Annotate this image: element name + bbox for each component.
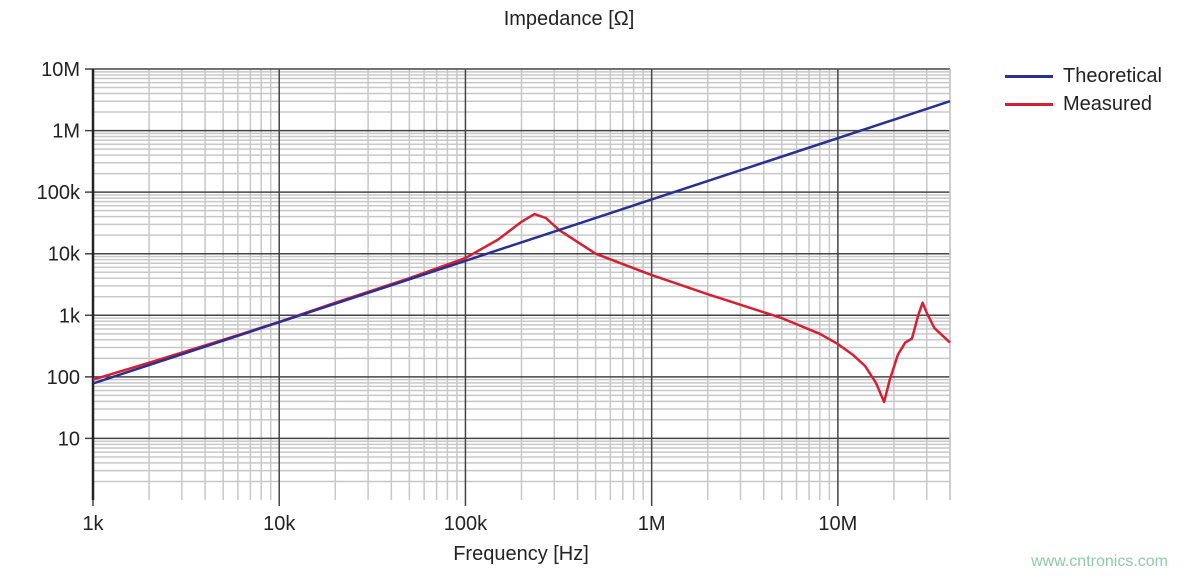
y-tick-label: 10 xyxy=(58,428,80,450)
x-tick-label: 100k xyxy=(444,513,488,535)
y-tick-label: 1k xyxy=(59,305,81,327)
x-tick-label: 10M xyxy=(818,513,857,535)
legend-item-measured: Measured xyxy=(1005,90,1162,118)
watermark: www.cntronics.com xyxy=(1031,553,1168,570)
chart-title: Impedance [Ω] xyxy=(503,8,635,30)
x-tick-label: 1k xyxy=(82,513,104,535)
legend-swatch xyxy=(1005,74,1053,78)
legend-item-theoretical: Theoretical xyxy=(1005,62,1162,90)
legend-label: Measured xyxy=(1063,92,1152,115)
series-line-theoretical xyxy=(92,100,951,385)
y-tick-label: 10M xyxy=(41,59,80,81)
legend-swatch xyxy=(1005,102,1053,106)
y-tick-label: 1M xyxy=(52,121,80,143)
x-tick-label: 1M xyxy=(638,513,666,535)
x-tick-label: 10k xyxy=(263,513,296,535)
legend: Theoretical Measured xyxy=(1005,62,1162,118)
y-tick-label: 100k xyxy=(37,182,81,204)
legend-label: Theoretical xyxy=(1063,64,1162,87)
y-tick-label: 10k xyxy=(48,244,81,266)
y-tick-label: 100 xyxy=(47,367,80,389)
